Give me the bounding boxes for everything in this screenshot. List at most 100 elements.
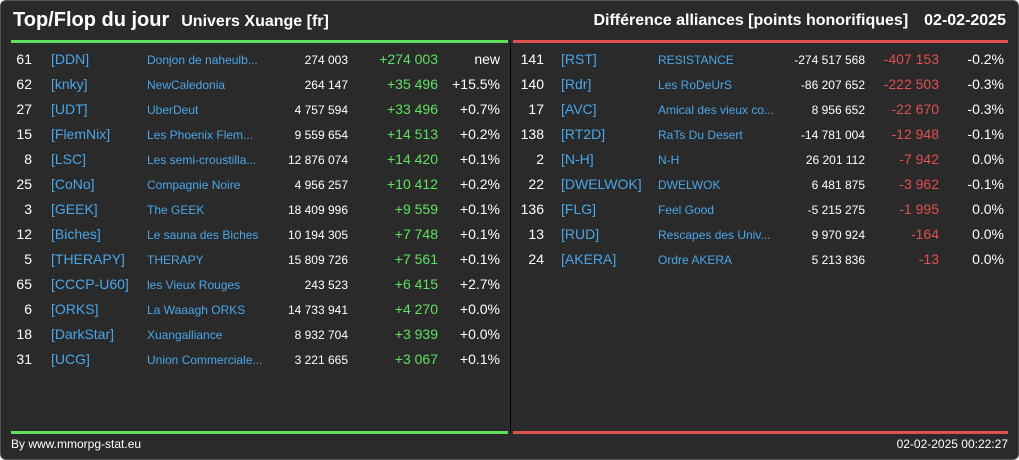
percent-change: +0.7% xyxy=(459,101,500,117)
alliance-points: 4 757 594 xyxy=(294,103,348,117)
percent-change: 0.0% xyxy=(972,251,1004,267)
top-header-bar xyxy=(11,40,508,43)
percent-change: +0.0% xyxy=(459,301,500,317)
alliance-name-link[interactable]: Compagnie Noire xyxy=(147,178,241,192)
flop-footer-bar xyxy=(513,431,1008,434)
alliance-name-link[interactable]: Les RoDeUrS xyxy=(658,78,733,92)
top-row: 6 [ORKS] La Waaagh ORKS 14 733 941 +4 270 +0.… xyxy=(1,299,510,324)
alliance-tag-link[interactable]: [RST] xyxy=(561,51,597,67)
alliance-tag-link[interactable]: [UDT] xyxy=(51,101,88,117)
alliance-name-link[interactable]: THERAPY xyxy=(147,253,204,267)
top-row: 65 [CCCP-U60] les Vieux Rouges 243 523 +6 41… xyxy=(1,274,510,299)
alliance-rank: 8 xyxy=(24,151,32,167)
alliance-name-link[interactable]: les Vieux Rouges xyxy=(147,278,241,292)
alliance-name-link[interactable]: RaTs Du Desert xyxy=(658,128,743,142)
alliance-rank: 27 xyxy=(16,101,32,117)
alliance-name-link[interactable]: Le sauna des Biches xyxy=(147,228,259,242)
alliance-name-link[interactable]: Union Commerciale... xyxy=(147,353,263,367)
alliance-points: -14 781 004 xyxy=(800,128,865,142)
alliance-tag-link[interactable]: [RUD] xyxy=(561,226,600,242)
points-difference: +274 003 xyxy=(379,51,438,67)
percent-change: -0.3% xyxy=(967,101,1004,117)
alliance-rank: 22 xyxy=(528,176,544,192)
alliance-tag-link[interactable]: [Biches] xyxy=(51,226,101,242)
points-difference: +33 496 xyxy=(387,101,438,117)
percent-change: +0.1% xyxy=(459,226,500,242)
alliance-rank: 62 xyxy=(16,76,32,92)
top-row: 12 [Biches] Le sauna des Biches 10 194 305 +… xyxy=(1,224,510,249)
alliance-rank: 3 xyxy=(24,201,32,217)
alliance-tag-link[interactable]: [N-H] xyxy=(561,151,594,167)
top-row: 27 [UDT] UberDeut 4 757 594 +33 496 +0.7% xyxy=(1,99,510,124)
alliance-name-link[interactable]: N-H xyxy=(658,153,680,167)
alliance-tag-link[interactable]: [DWELWOK] xyxy=(561,176,642,192)
header-date: 02-02-2025 xyxy=(924,12,1006,29)
percent-change: -0.2% xyxy=(967,51,1004,67)
alliance-points: 264 147 xyxy=(304,78,348,92)
top-row: 5 [THERAPY] THERAPY 15 809 726 +7 561 +0.1% xyxy=(1,249,510,274)
alliance-rank: 17 xyxy=(528,101,544,117)
points-difference: +10 412 xyxy=(387,176,438,192)
alliance-points: 12 876 074 xyxy=(287,153,348,167)
alliance-name-link[interactable]: NewCaledonia xyxy=(147,78,226,92)
alliance-name-link[interactable]: Les semi-croustilla... xyxy=(147,153,257,167)
points-difference: +9 559 xyxy=(394,201,438,217)
flop-row: 136 [FLG] Feel Good -5 215 275 -1 995 0.0% xyxy=(511,199,1018,224)
alliance-name-link[interactable]: Feel Good xyxy=(658,203,715,217)
percent-change: +0.1% xyxy=(459,151,500,167)
universe-subtitle: Univers Xuange [fr] xyxy=(181,13,329,30)
alliance-name-link[interactable]: Amical des vieux co... xyxy=(658,103,775,117)
points-difference: -164 xyxy=(910,226,939,242)
alliance-name-link[interactable]: The GEEK xyxy=(147,203,205,217)
alliance-tag-link[interactable]: [CCCP-U60] xyxy=(51,276,129,292)
percent-change: +15.5% xyxy=(452,76,500,92)
alliance-tag-link[interactable]: [THERAPY] xyxy=(51,251,125,267)
points-difference: -22 670 xyxy=(891,101,939,117)
alliance-name-link[interactable]: RESISTANCE xyxy=(658,53,734,67)
alliance-name-link[interactable]: Rescapes des Univ... xyxy=(658,228,771,242)
alliance-rank: 15 xyxy=(16,126,32,142)
alliance-name-link[interactable]: La Waaagh ORKS xyxy=(147,303,246,317)
alliance-tag-link[interactable]: [AKERA] xyxy=(561,251,617,267)
alliance-points: -274 517 568 xyxy=(794,53,865,67)
points-difference: -1 995 xyxy=(899,201,939,217)
percent-change: +0.1% xyxy=(459,201,500,217)
alliance-points: 14 733 941 xyxy=(287,303,348,317)
alliance-tag-link[interactable]: [FlemNix] xyxy=(51,126,111,142)
points-difference: +14 420 xyxy=(387,151,438,167)
flop-row: 22 [DWELWOK] DWELWOK 6 481 875 -3 962 -0.1% xyxy=(511,174,1018,199)
percent-change: new xyxy=(474,51,500,67)
alliance-points: 9 970 924 xyxy=(811,228,865,242)
points-difference: +7 748 xyxy=(394,226,438,242)
alliance-name-link[interactable]: Les Phoenix Flem... xyxy=(147,128,254,142)
alliance-tag-link[interactable]: [DarkStar] xyxy=(51,326,115,342)
alliance-tag-link[interactable]: [Rdr] xyxy=(561,76,592,92)
points-difference: +7 561 xyxy=(394,251,438,267)
alliance-name-link[interactable]: Ordre AKERA xyxy=(658,253,733,267)
alliance-rank: 25 xyxy=(16,176,32,192)
alliance-name-link[interactable]: DWELWOK xyxy=(658,178,721,192)
alliance-tag-link[interactable]: [FLG] xyxy=(561,201,597,217)
alliance-tag-link[interactable]: [ORKS] xyxy=(51,301,99,317)
points-difference: -3 962 xyxy=(899,176,939,192)
percent-change: -0.3% xyxy=(967,76,1004,92)
flop-row: 13 [RUD] Rescapes des Univ... 9 970 924 -164… xyxy=(511,224,1018,249)
alliance-tag-link[interactable]: [GEEK] xyxy=(51,201,98,217)
alliance-tag-link[interactable]: [LSC] xyxy=(51,151,87,167)
alliance-tag-link[interactable]: [AVC] xyxy=(561,101,597,117)
alliance-name-link[interactable]: Xuangalliance xyxy=(147,328,223,342)
flop-header-bar xyxy=(513,40,1008,43)
top-table: 61 [DDN] Donjon de naheulb... 274 003 +274 0… xyxy=(1,49,510,374)
alliance-tag-link[interactable]: [UCG] xyxy=(51,351,90,367)
alliance-tag-link[interactable]: [knky] xyxy=(51,76,88,92)
alliance-name-link[interactable]: Donjon de naheulb... xyxy=(147,53,258,67)
alliance-tag-link[interactable]: [RT2D] xyxy=(561,126,606,142)
points-difference: -12 948 xyxy=(891,126,939,142)
alliance-name-link[interactable]: UberDeut xyxy=(147,103,199,117)
points-difference: -407 153 xyxy=(883,51,939,67)
alliance-rank: 140 xyxy=(520,76,544,92)
alliance-tag-link[interactable]: [CoNo] xyxy=(51,176,95,192)
points-difference: +4 270 xyxy=(394,301,438,317)
alliance-points: 6 481 875 xyxy=(811,178,865,192)
alliance-tag-link[interactable]: [DDN] xyxy=(51,51,90,67)
